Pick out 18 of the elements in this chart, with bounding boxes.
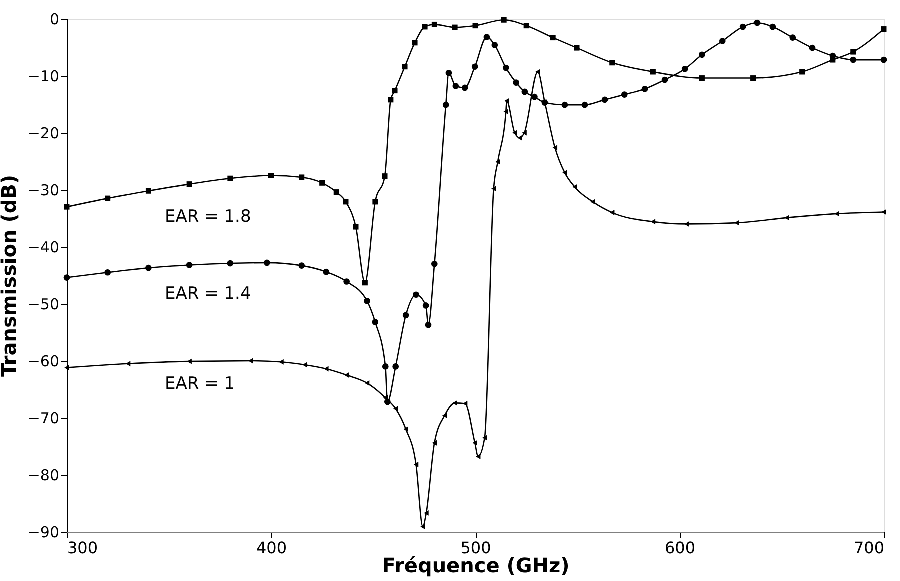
series-label: EAR = 1.8	[165, 207, 252, 228]
series-label: EAR = 1	[165, 374, 236, 394]
y-axis-title: Transmission (dB)	[0, 174, 21, 378]
y-tick-label: 0	[50, 10, 60, 28]
y-tick-label: −50	[28, 296, 60, 314]
x-tick-label: 700	[854, 538, 884, 558]
x-tick-label: 300	[68, 538, 98, 558]
y-tick-label: −60	[28, 352, 60, 370]
y-tick-label: −90	[28, 524, 60, 542]
y-tick-label: −20	[28, 124, 60, 142]
y-tick-label: −40	[28, 238, 60, 256]
y-tick-label: −30	[28, 182, 60, 200]
x-tick-label: 600	[664, 538, 696, 558]
x-tick-label: 400	[256, 538, 288, 558]
series-label: EAR = 1.4	[165, 284, 252, 304]
y-tick-label: −70	[28, 410, 60, 428]
y-tick-label: −80	[28, 466, 60, 484]
y-tick-label: −10	[28, 68, 60, 86]
